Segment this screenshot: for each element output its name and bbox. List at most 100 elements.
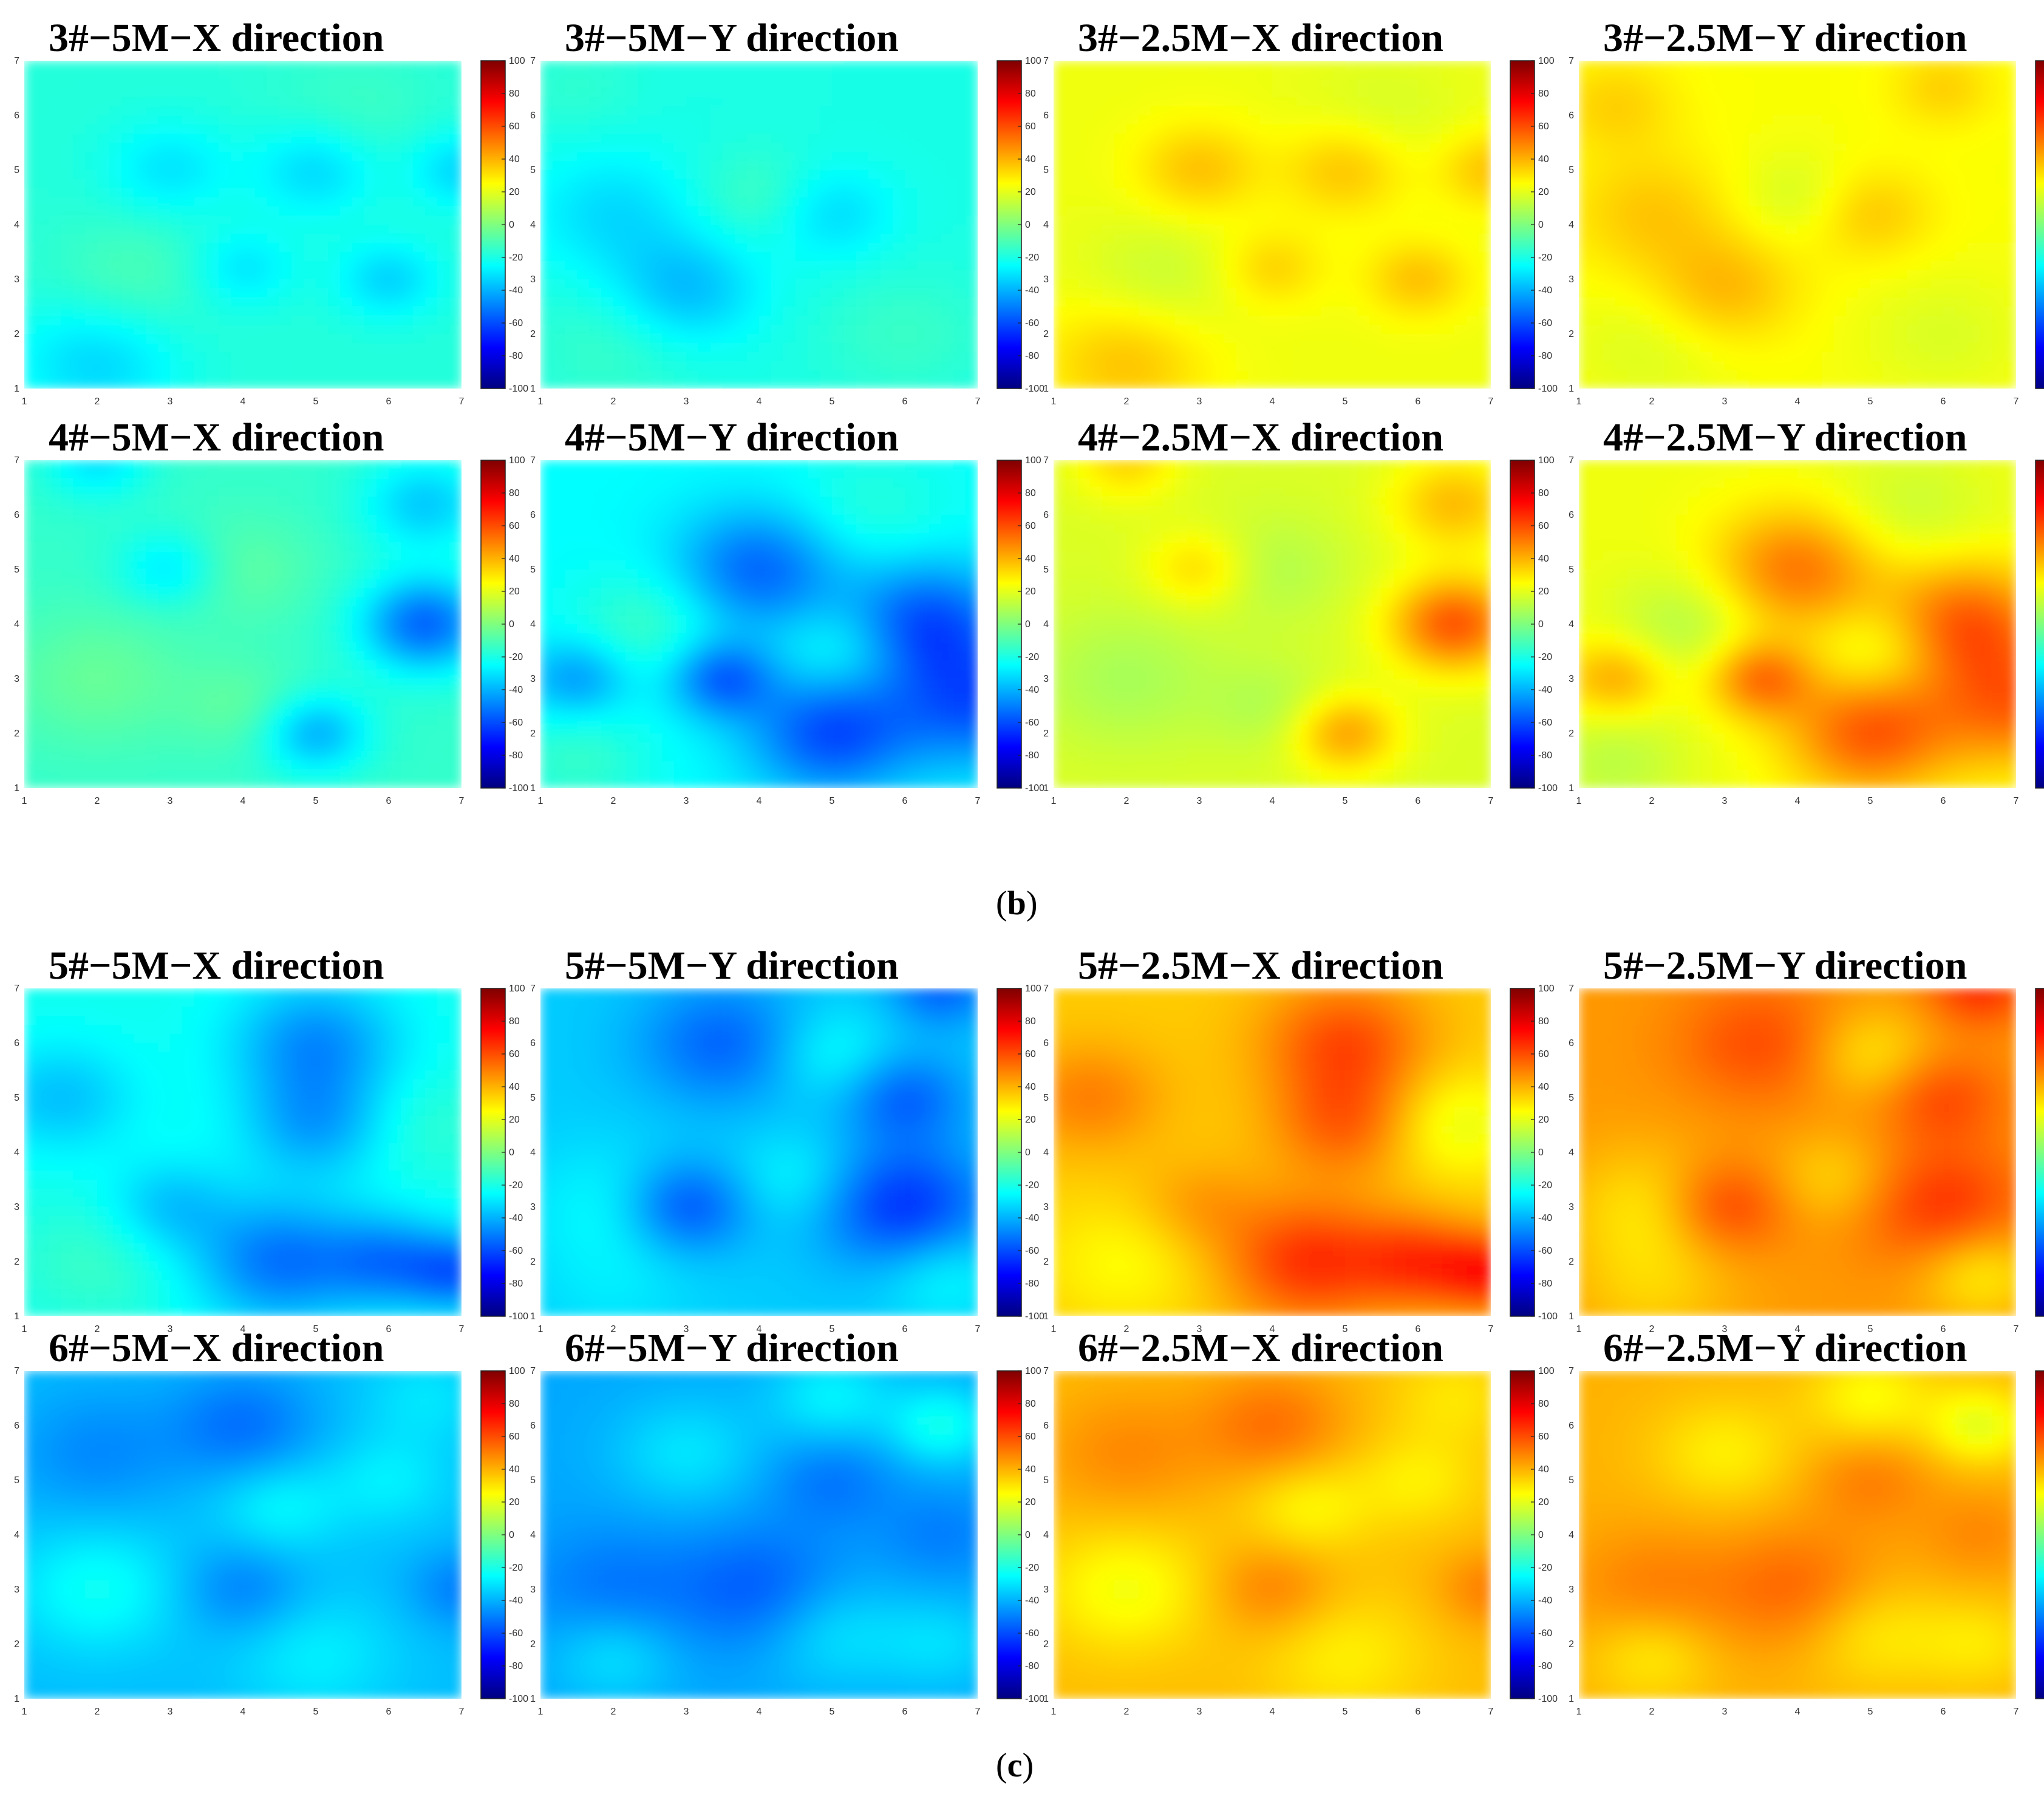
heatmap-cell [291, 234, 304, 243]
heatmap-cell [1615, 252, 1628, 262]
heatmap-cell [364, 334, 377, 344]
heatmap-cell [917, 307, 930, 316]
heatmap-cell [941, 88, 954, 98]
heatmap-cell [267, 234, 280, 243]
heatmap-cell [425, 216, 438, 225]
heatmap-cell [24, 152, 37, 161]
heatmap-cell [231, 252, 244, 262]
heatmap-cell [1381, 188, 1394, 198]
heatmap-cell [710, 179, 723, 189]
heatmap-cell [723, 152, 735, 161]
heatmap-cell [625, 379, 638, 389]
heatmap-cell [747, 279, 760, 289]
heatmap-cell [589, 325, 602, 335]
heatmap-cell [413, 279, 426, 289]
heatmap-cell [61, 343, 73, 353]
heatmap-cell [1749, 170, 1762, 180]
heatmap-cell [1139, 343, 1151, 353]
heatmap-cell [1652, 143, 1664, 152]
heatmap-cell [437, 307, 450, 316]
heatmap-cell [1737, 170, 1749, 180]
heatmap-cell [589, 307, 602, 316]
heatmap-cell [1785, 216, 1798, 225]
heatmap-cell [1955, 243, 1968, 253]
heatmap-cell [1603, 307, 1616, 316]
heatmap-cell [1321, 115, 1334, 125]
heatmap-cell [425, 370, 438, 380]
heatmap-cell [449, 307, 462, 316]
heatmap-cell [1199, 106, 1212, 116]
heatmap-cell [316, 243, 329, 253]
heatmap-cell [36, 379, 49, 389]
heatmap-cell [1236, 106, 1249, 116]
heatmap-cell [783, 297, 796, 307]
heatmap-cell [565, 261, 577, 271]
heatmap-cell [1737, 216, 1749, 225]
heatmap-cell [231, 243, 244, 253]
heatmap-cell [1761, 252, 1774, 262]
heatmap-cell [686, 279, 699, 289]
heatmap-cell [1700, 225, 1713, 234]
heatmap-cell [1603, 115, 1616, 125]
heatmap-cell [832, 316, 845, 325]
heatmap-cell [783, 134, 796, 143]
heatmap-cell [905, 334, 918, 344]
heatmap-cell [279, 170, 292, 180]
heatmap-cell [844, 343, 857, 353]
heatmap-cell [1931, 143, 1944, 152]
heatmap-cell [1236, 297, 1249, 307]
heatmap-cell [255, 334, 268, 344]
heatmap-cell [1357, 243, 1370, 253]
heatmap-cell [589, 316, 602, 325]
heatmap-cell [1114, 325, 1127, 335]
heatmap-cell [231, 316, 244, 325]
heatmap-cell [1114, 370, 1127, 380]
heatmap-cell [625, 70, 638, 80]
heatmap-cell [182, 316, 195, 325]
heatmap-cell [1895, 279, 1907, 289]
heatmap-cell [1749, 106, 1762, 116]
heatmap-cell [589, 361, 602, 371]
heatmap-cell [917, 216, 930, 225]
heatmap-cell [820, 216, 833, 225]
heatmap-cell [1139, 261, 1151, 271]
heatmap-cell [735, 343, 748, 353]
heatmap-cell [219, 216, 231, 225]
heatmap-cell [437, 61, 450, 70]
heatmap-cell [1078, 316, 1091, 325]
heatmap-cell [1345, 343, 1358, 353]
heatmap-cell [1980, 143, 1992, 152]
heatmap-cell [723, 97, 735, 107]
heatmap-cell [1785, 270, 1798, 280]
heatmap-cell [231, 61, 244, 70]
heatmap-cell [1126, 361, 1139, 371]
heatmap-cell [109, 79, 122, 89]
heatmap-cell [553, 216, 565, 225]
heatmap-cell [1615, 225, 1628, 234]
heatmap-cell [158, 134, 171, 143]
heatmap-cell [206, 124, 219, 134]
heatmap-cell [1640, 225, 1652, 234]
heatmap-cell [565, 297, 577, 307]
heatmap-cell [832, 352, 845, 362]
heatmap-cell [206, 225, 219, 234]
heatmap-cell [1187, 316, 1200, 325]
heatmap-cell [1369, 143, 1382, 152]
heatmap-cell [279, 307, 292, 316]
heatmap-cell [194, 161, 207, 171]
heatmap-cell [1248, 288, 1261, 298]
heatmap-cell [1943, 170, 1956, 180]
heatmap-cell [1846, 161, 1859, 171]
heatmap-cell [710, 152, 723, 161]
heatmap-cell [1236, 261, 1249, 271]
heatmap-cell [1992, 206, 2005, 216]
heatmap-cell [1652, 279, 1664, 289]
heatmap-cell [1773, 97, 1786, 107]
heatmap-cell [601, 379, 614, 389]
heatmap-cell [650, 97, 663, 107]
heatmap-cell [182, 243, 195, 253]
heatmap-cell [966, 334, 978, 344]
heatmap-cell [905, 88, 918, 98]
heatmap-cell [553, 270, 565, 280]
heatmap-cell [1151, 343, 1163, 353]
